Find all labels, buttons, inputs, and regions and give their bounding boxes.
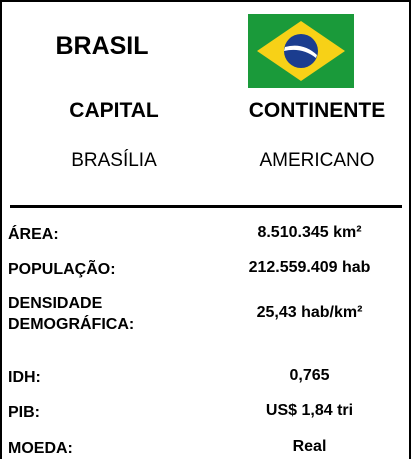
- row-label: PIB:: [8, 404, 40, 421]
- row-label: ÁREA:: [8, 226, 59, 243]
- column-heading: CAPITAL: [69, 99, 159, 122]
- row-label: POPULAÇÃO:: [8, 261, 116, 278]
- column-value: AMERICANO: [259, 150, 375, 171]
- row-label: IDH:: [8, 369, 41, 386]
- row-value: US$ 1,84 tri: [265, 402, 354, 419]
- row-value: 8.510.345 km²: [257, 224, 362, 241]
- column-heading: CONTINENTE: [248, 99, 386, 122]
- row-value: 25,43 hab/km²: [256, 304, 363, 321]
- divider: [10, 205, 402, 208]
- row-label: MOEDA:: [8, 440, 73, 457]
- row-value: Real: [292, 438, 327, 455]
- column-value: BRASÍLIA: [71, 150, 157, 171]
- flag: [248, 14, 354, 88]
- row-value: 0,765: [289, 367, 330, 384]
- country-name: BRASIL: [55, 32, 149, 60]
- row-label: DENSIDADE DEMOGRÁFICA:: [8, 295, 135, 333]
- row-value: 212.559.409 hab: [248, 259, 371, 276]
